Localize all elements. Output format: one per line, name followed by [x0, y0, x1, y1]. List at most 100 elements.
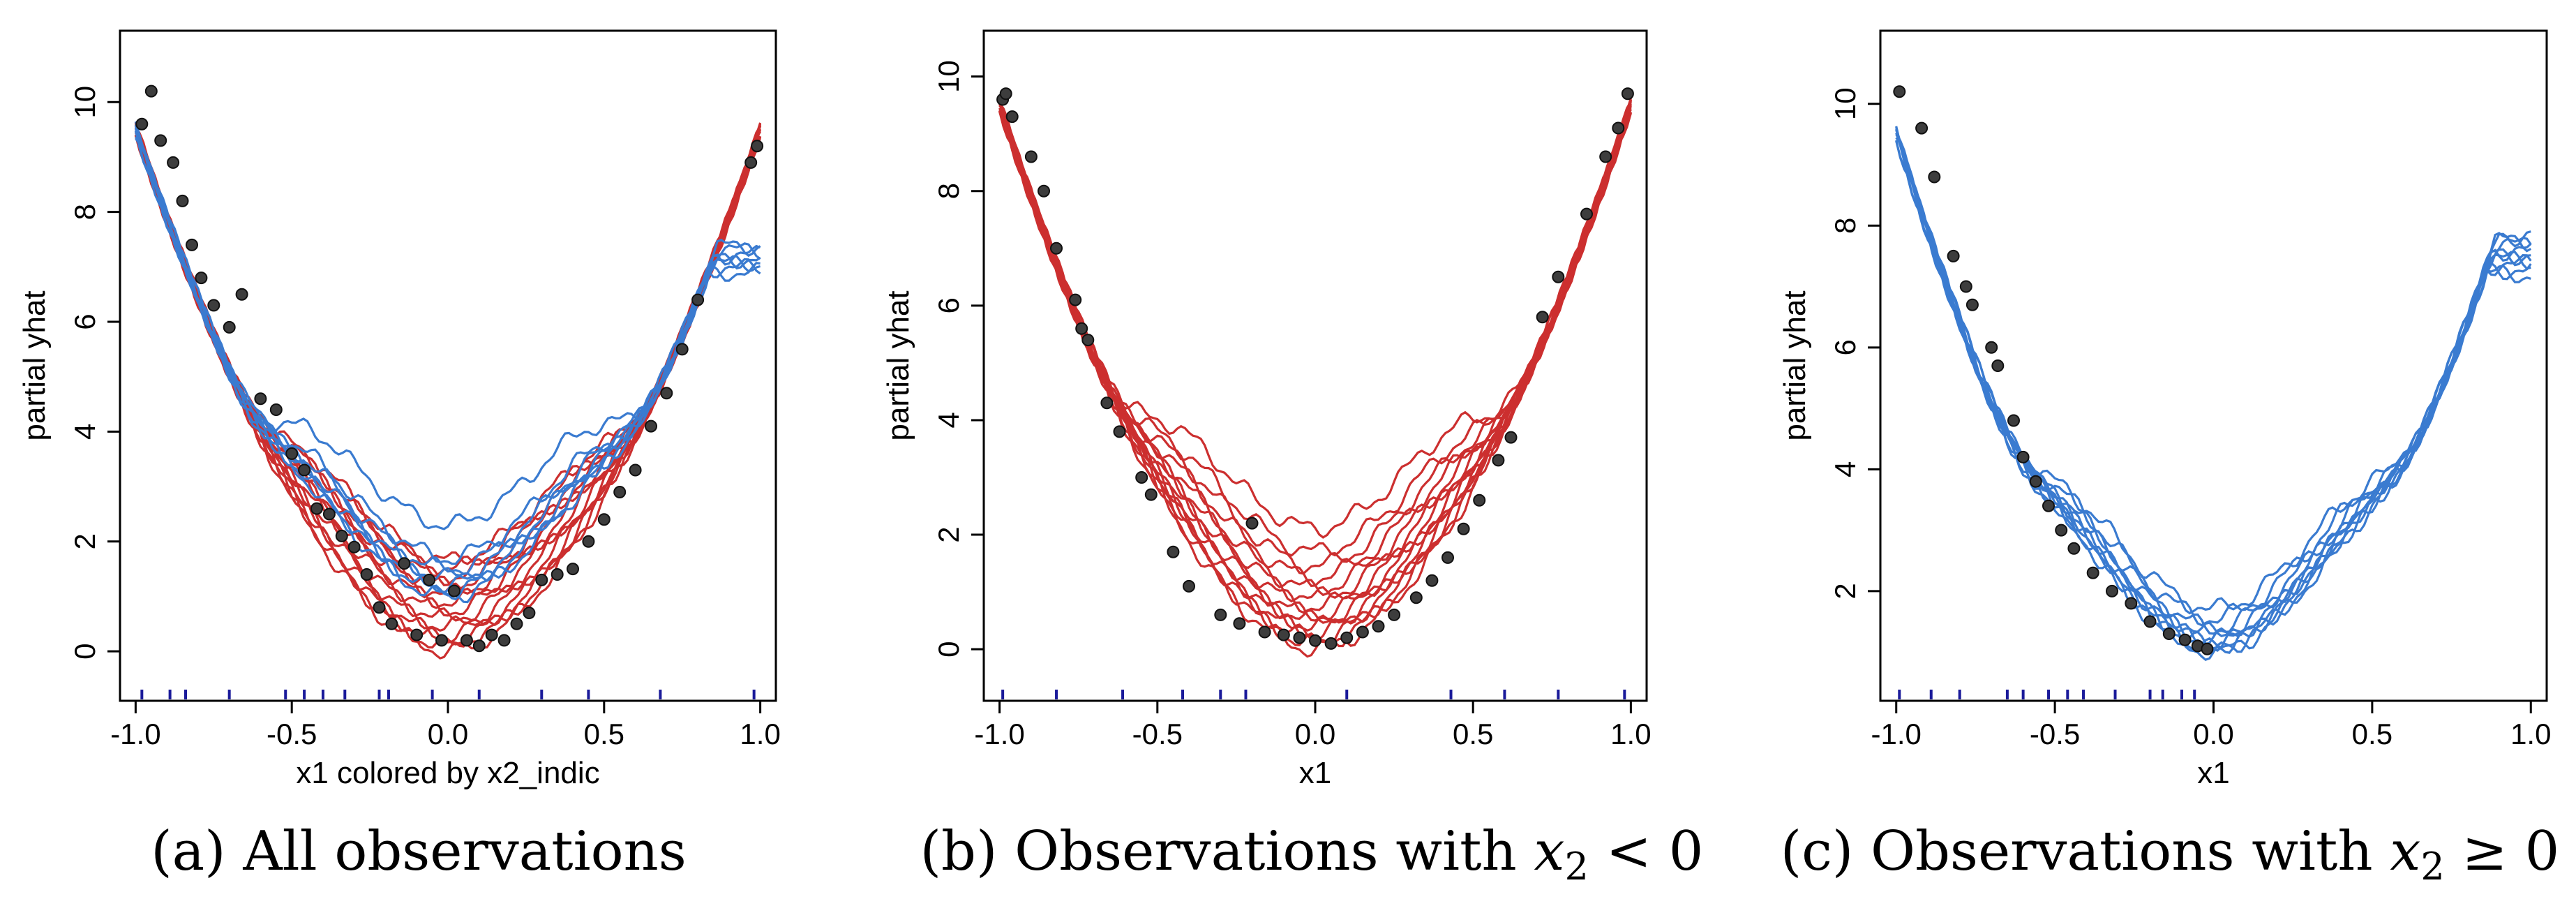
- panel-b-point: [1245, 517, 1259, 530]
- panel-a-xlabel: x1 colored by x2_indic: [296, 756, 599, 790]
- panel-b-point: [1075, 322, 1088, 335]
- panel-b-ytick-label: 8: [932, 183, 965, 199]
- panel-a-point: [423, 573, 436, 586]
- panel-c-point: [2143, 615, 2157, 628]
- panel-a-point: [448, 584, 460, 597]
- panel-a-plot: -1.0 -0.5 0.0 0.5 1.0 0 2 4 6 8 10 x1 colored by x2…: [17, 29, 781, 790]
- panel-a-point: [675, 343, 689, 356]
- caption-c: (c) Observations with x2 ≥ 0: [1765, 813, 2575, 890]
- panel-c-point: [2162, 627, 2176, 640]
- panel-b-point: [1425, 574, 1439, 587]
- panel-b-point: [1005, 110, 1019, 124]
- panel-b-point: [1038, 184, 1050, 198]
- panel-c-plot: -1.0 -0.5 0.0 0.5 1.0 2 4 6 8 10 x1 partial yhat: [1778, 29, 2551, 790]
- panel-a-point: [310, 502, 323, 515]
- panel-b-plot: -1.0 -0.5 0.0 0.5 1.0 0 2 4 6 8 10 x1 partial yhat: [881, 29, 1652, 790]
- panel-c-curve: [1895, 133, 2532, 638]
- panel-b-point: [1100, 396, 1114, 410]
- panel-b-point: [1144, 488, 1158, 501]
- panel-a-point: [298, 463, 311, 477]
- panel-b-curve: [998, 103, 1632, 539]
- panel-a-xtick-label: 0.5: [584, 718, 624, 750]
- panel-a-point: [660, 387, 673, 400]
- panel-b-point: [1356, 625, 1369, 639]
- panel-c-point: [2201, 642, 2214, 655]
- panel-b-ytick-label: 2: [932, 526, 965, 542]
- caption-b-sub: 2: [1564, 845, 1589, 889]
- panel-a-point: [347, 540, 361, 554]
- panel-a-point: [567, 563, 579, 576]
- panel-a-ytick-label: 4: [68, 424, 101, 440]
- panel-b-point: [1457, 522, 1470, 535]
- panel-b-point: [1612, 121, 1625, 135]
- panel-b-point: [1409, 591, 1423, 604]
- panel-b-point: [1024, 150, 1038, 163]
- panel-c-point: [1928, 170, 1941, 184]
- panel-c-xtick-label: 0.5: [2352, 718, 2392, 750]
- panel-c-curve: [1895, 126, 2531, 646]
- panel-a-point: [269, 403, 283, 416]
- panel-a-point: [285, 447, 299, 460]
- panel-a-curve: [134, 122, 762, 566]
- caption-b-var: x: [1534, 820, 1565, 883]
- panel-c-ytick-label: 10: [1829, 87, 1862, 120]
- panel-a-point: [613, 486, 627, 498]
- panel-b-xtick-label: -0.5: [1132, 718, 1183, 750]
- panel-c-point: [2055, 523, 2068, 537]
- panel-a-curve: [134, 124, 762, 650]
- panel-b-point: [1069, 293, 1082, 306]
- panel-a-xtick-label: 1.0: [740, 718, 780, 750]
- panel-a-curve: [134, 124, 761, 594]
- panel-a-point: [485, 628, 498, 641]
- panel-b-point: [1473, 493, 1486, 507]
- panel-c-point: [2067, 542, 2081, 555]
- panel-a-xtick-label: -1.0: [110, 718, 160, 750]
- caption-c-op: ≥ 0: [2444, 820, 2560, 883]
- panel-c-curve: [1895, 134, 2532, 627]
- caption-c-prefix: (c) Observations with: [1780, 820, 2390, 883]
- panel-b-point: [1552, 270, 1565, 283]
- panel-a-point: [322, 507, 336, 521]
- panel-b-curve: [998, 101, 1632, 646]
- panel-a-point: [144, 84, 158, 98]
- panel-b-point: [1183, 579, 1195, 593]
- panel-b-curve: [998, 101, 1632, 658]
- panel-b-point: [1113, 425, 1126, 438]
- caption-b: (b) Observations with x2 < 0: [900, 813, 1723, 890]
- panel-b-xtick-label: 0.5: [1453, 718, 1493, 750]
- panel-b-point: [1372, 620, 1385, 633]
- panel-a-point: [460, 634, 473, 647]
- panel-b-point: [1293, 631, 1306, 644]
- caption-c-sub: 2: [2420, 845, 2445, 889]
- panel-b-ytick-label: 10: [932, 60, 965, 93]
- panel-b-point: [1167, 545, 1180, 558]
- panel-c-xlabel: x1: [2197, 756, 2229, 790]
- panel-a-point: [207, 299, 220, 312]
- panel-c-point: [2178, 633, 2192, 646]
- panel-c-xtick-label: -0.5: [2030, 718, 2080, 750]
- panel-a-point: [691, 293, 705, 306]
- panel-b-ytick-label: 6: [932, 297, 965, 313]
- panel-a-ytick-label: 10: [68, 86, 101, 119]
- panel-c-point: [1985, 341, 1998, 354]
- panel-b-xtick-label: -1.0: [974, 718, 1024, 750]
- panel-c-point: [1965, 298, 1979, 311]
- panel-b-point: [1504, 431, 1518, 444]
- panel-a-point: [167, 156, 180, 169]
- panel-a-curve: [134, 121, 761, 530]
- panel-b-curve: [998, 98, 1632, 557]
- panel-a-point: [223, 320, 236, 334]
- panel-c-curve: [1895, 126, 2531, 615]
- panel-c-point: [1915, 121, 1929, 135]
- panel-a-point: [373, 601, 386, 614]
- panel-b-point: [1233, 617, 1246, 630]
- panel-a-point: [360, 568, 373, 581]
- panel-c-ylabel: partial yhat: [1778, 290, 1812, 440]
- panel-a-point: [629, 463, 642, 477]
- panel-a-point: [582, 535, 595, 548]
- panel-a-point: [510, 617, 523, 630]
- panel-a-point: [435, 634, 448, 647]
- panel-b-xtick-label: 0.0: [1295, 718, 1335, 750]
- panel-c-point: [2125, 597, 2138, 610]
- panel-b-point: [1580, 207, 1593, 221]
